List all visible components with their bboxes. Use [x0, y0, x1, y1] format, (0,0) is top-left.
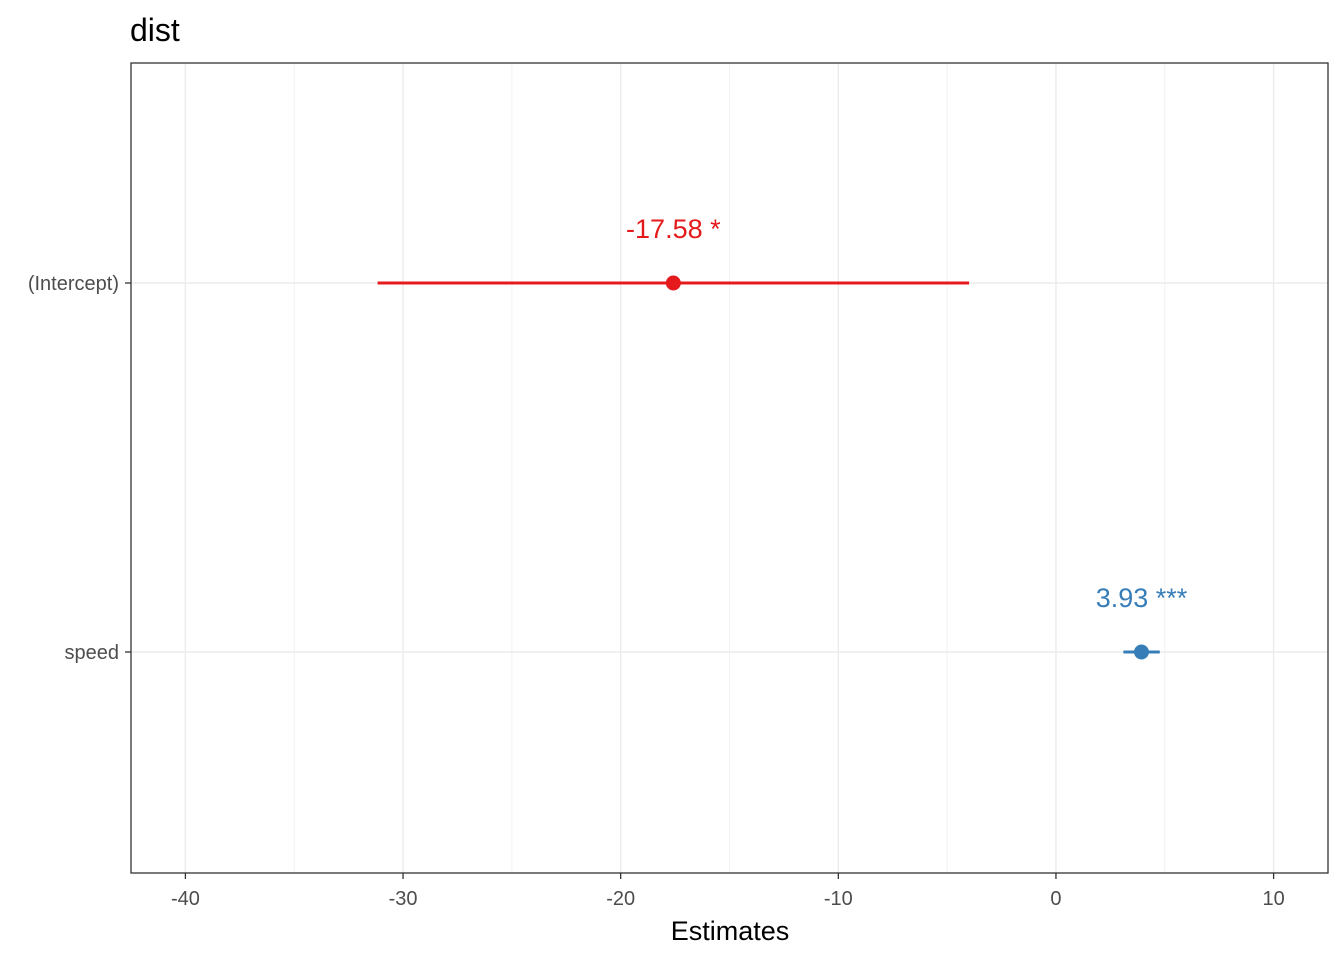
x-axis-title: Estimates: [671, 916, 790, 946]
x-tick-label: -10: [824, 888, 853, 910]
y-tick-label: (Intercept): [28, 273, 119, 295]
x-tick-label: -20: [606, 888, 635, 910]
grid-lines: [131, 63, 1328, 873]
x-axis: -40 -30 -20 -10 0 10: [171, 873, 1285, 910]
x-tick-label: -30: [389, 888, 418, 910]
plot-panel-border: [130, 62, 1329, 874]
x-tick-label: 10: [1262, 888, 1284, 910]
y-tick-label: speed: [65, 642, 120, 664]
x-tick-label: -40: [171, 888, 200, 910]
estimate-label: 3.93 ***: [1096, 583, 1188, 613]
estimate-label: -17.58 *: [626, 214, 721, 244]
y-axis: (Intercept) speed: [28, 273, 131, 664]
estimate-point: [665, 275, 681, 291]
estimate-point: [1133, 644, 1149, 660]
x-tick-label: 0: [1050, 888, 1061, 910]
estimate-marks: -17.58 * 3.93 ***: [377, 214, 1188, 660]
chart-title: dist: [130, 12, 180, 48]
